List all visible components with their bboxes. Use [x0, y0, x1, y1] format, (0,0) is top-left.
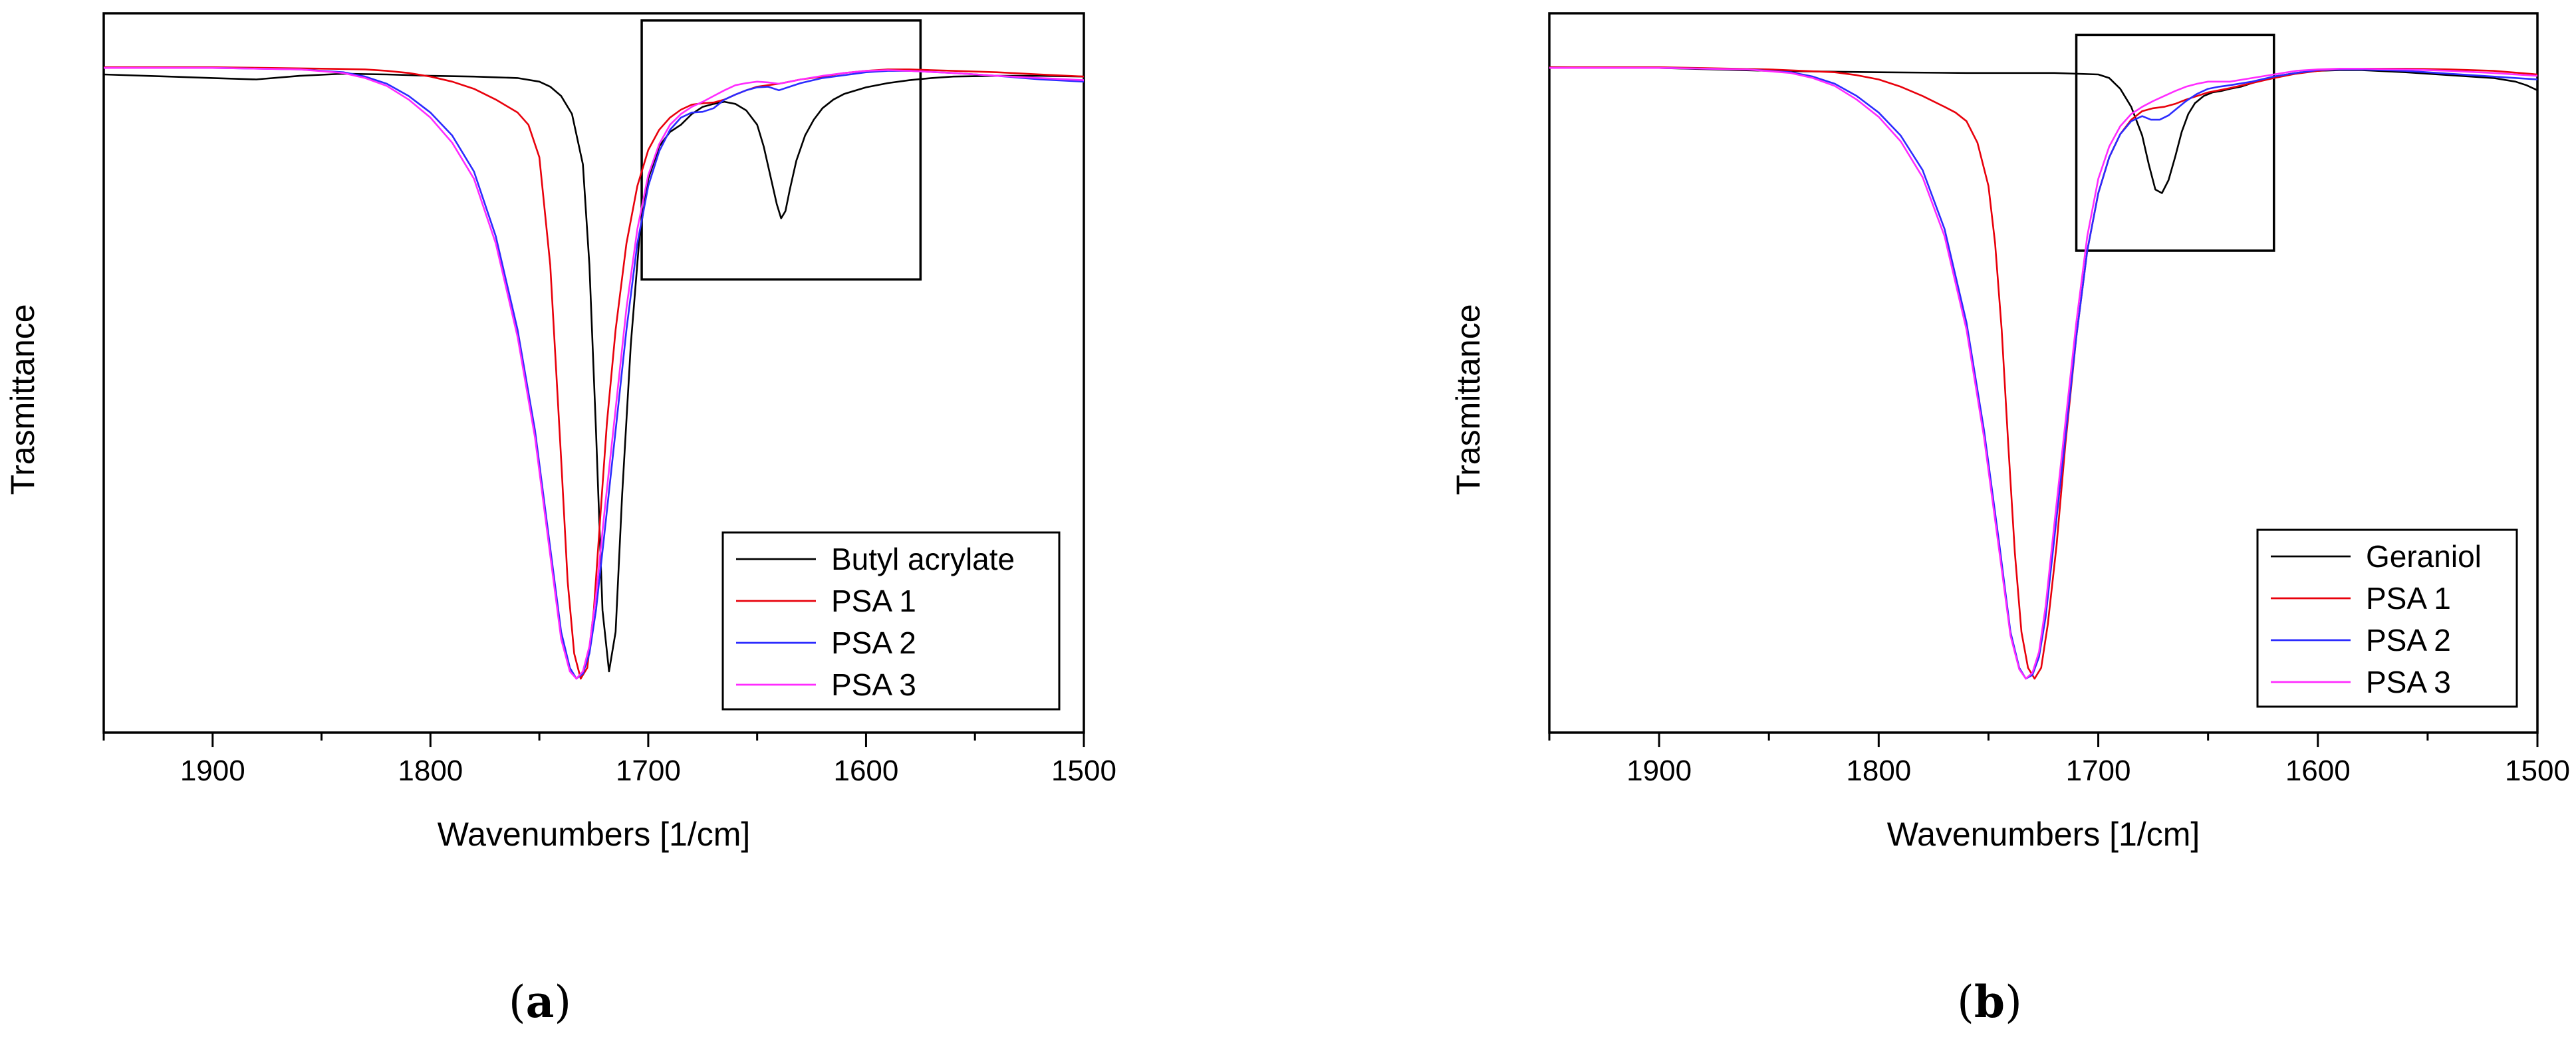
panel-a-label-open-paren: ( — [509, 977, 526, 1028]
panel-b-inset-box — [2075, 33, 2275, 252]
panel-b-legend-label-3: PSA 2 — [2366, 623, 2451, 657]
panel-a-series-line-3 — [104, 66, 1084, 680]
panel-a-legend: Butyl acrylate PSA 1 PSA 2 PSA 3 — [721, 531, 1061, 711]
panel-a: 1900 1800 1700 1600 1500 Wavenumbers [1/cm] … — [4, 12, 1116, 1028]
panel-a-legend-label-2: PSA 1 — [831, 584, 916, 618]
panel-b-legend-label-1: Geraniol — [2366, 539, 2482, 574]
panel-b-y-axis-label: Trasmittance — [1450, 304, 1487, 495]
panel-a-zoom-rectangle — [640, 19, 922, 281]
panel-b-x-tick-label: 1600 — [2285, 755, 2351, 787]
panel-b: 1900 1800 1700 1600 1500 Wavenumbers [1/cm] … — [1450, 12, 2570, 1028]
panel-a-label-close-paren: ) — [554, 977, 571, 1028]
panel-a-label-letter: a — [526, 976, 555, 1028]
panel-a-y-axis-label: Trasmittance — [4, 304, 41, 495]
panel-a-label: (a) — [509, 976, 571, 1028]
panel-b-label-letter: b — [1974, 976, 2005, 1028]
panel-b-legend-box — [2256, 528, 2518, 708]
panel-a-legend-label-3: PSA 2 — [831, 626, 916, 660]
panel-a-legend-label-1: Butyl acrylate — [831, 542, 1015, 576]
panel-a-x-tick-label: 1600 — [833, 755, 898, 787]
panel-a-legend-box — [721, 531, 1061, 711]
panel-a-x-axis-label: Wavenumbers [1/cm] — [438, 816, 751, 853]
panel-b-x-axis: 1900 1800 1700 1600 1500 — [1548, 733, 2570, 787]
panel-a-plot-border — [102, 12, 1085, 734]
panel-b-legend: Geraniol PSA 1 PSA 2 PSA 3 — [2256, 528, 2518, 708]
panel-b-x-tick-label: 1700 — [2066, 755, 2131, 787]
panel-b-plot-frame — [1548, 12, 2539, 734]
panel-b-series-line-4 — [1549, 66, 2537, 680]
panel-b-plot-border — [1548, 12, 2539, 734]
panel-a-x-tick-label: 1900 — [180, 755, 245, 787]
panel-b-legend-label-4: PSA 3 — [2366, 665, 2451, 699]
panel-a-inset-box — [640, 19, 922, 281]
panel-b-label-close-paren: ) — [2005, 977, 2022, 1028]
panel-b-x-tick-label: 1800 — [1846, 755, 1911, 787]
panel-a-series-line-4 — [104, 66, 1084, 680]
panel-a-x-tick-label: 1800 — [398, 755, 463, 787]
panel-b-legend-label-2: PSA 1 — [2366, 581, 2451, 616]
panel-b-series — [1549, 66, 2537, 680]
panel-a-series — [104, 66, 1084, 680]
panel-a-x-axis: 1900 1800 1700 1600 1500 — [102, 733, 1116, 787]
panel-b-label-open-paren: ( — [1957, 977, 1974, 1028]
panel-b-x-axis-label: Wavenumbers [1/cm] — [1887, 816, 2200, 853]
panel-b-zoom-rectangle — [2075, 33, 2275, 252]
panel-a-legend-label-4: PSA 3 — [831, 667, 916, 702]
panel-a-series-line-1 — [104, 72, 1084, 673]
panel-b-series-line-3 — [1549, 66, 2537, 680]
panel-a-plot-frame — [102, 12, 1085, 734]
panel-b-x-tick-label: 1900 — [1626, 755, 1692, 787]
panel-b-label: (b) — [1957, 976, 2022, 1028]
panel-a-x-tick-label: 1500 — [1051, 755, 1116, 787]
panel-b-x-tick-label: 1500 — [2505, 755, 2570, 787]
panel-a-x-tick-label: 1700 — [616, 755, 681, 787]
